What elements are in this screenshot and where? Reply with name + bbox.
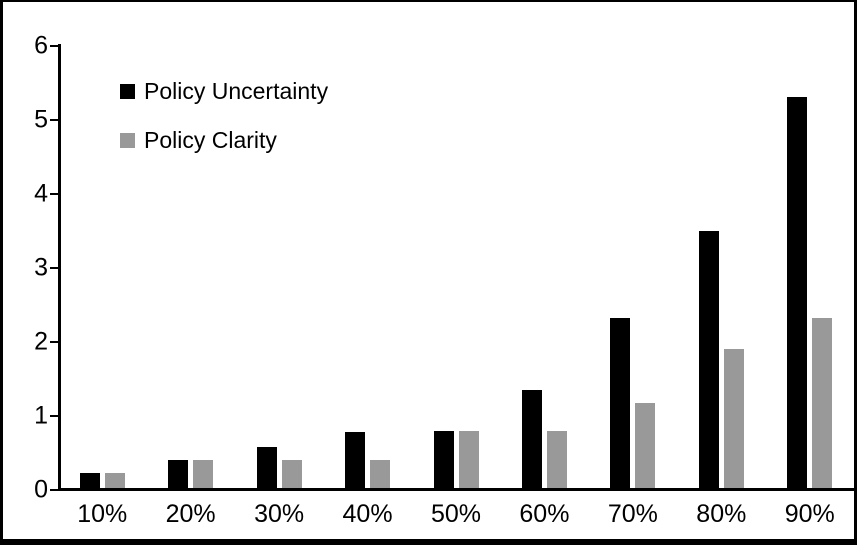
legend-item-policy-clarity: Policy Clarity: [120, 125, 328, 155]
y-axis-tick: [50, 44, 58, 47]
y-axis: [58, 44, 61, 491]
bar-policy-clarity-90%: [812, 318, 833, 488]
bar-policy-clarity-10%: [104, 473, 125, 488]
x-tick-label: 10%: [77, 500, 128, 528]
y-tick-label: 2: [34, 327, 48, 355]
bar-policy-uncertainty-80%: [698, 231, 719, 488]
legend-item-policy-uncertainty: Policy Uncertainty: [120, 76, 328, 106]
y-tick-label: 4: [34, 179, 48, 207]
x-tick-label: 70%: [607, 500, 658, 528]
legend-label-policy-clarity: Policy Clarity: [144, 126, 277, 153]
bar-policy-clarity-40%: [370, 460, 391, 488]
y-tick-label: 6: [34, 31, 48, 59]
x-tick-label: 50%: [430, 500, 482, 528]
x-axis: [58, 488, 854, 491]
y-tick-label: 0: [34, 475, 48, 503]
y-axis-tick: [50, 192, 58, 195]
y-axis-tick: [50, 266, 58, 269]
bar-policy-clarity-50%: [458, 431, 479, 488]
legend-swatch-icon: [120, 132, 135, 148]
bar-policy-uncertainty-20%: [168, 460, 189, 488]
bar-policy-uncertainty-50%: [433, 431, 454, 488]
bar-policy-uncertainty-70%: [610, 318, 631, 488]
bar-policy-uncertainty-40%: [345, 432, 366, 488]
y-axis-tick: [50, 414, 58, 417]
x-tick-label: 20%: [165, 500, 216, 528]
y-tick-label: 3: [34, 253, 48, 281]
bar-policy-clarity-80%: [723, 349, 744, 488]
bar-policy-clarity-20%: [193, 460, 214, 488]
x-tick-label: 60%: [519, 500, 570, 528]
x-tick-label: 30%: [254, 500, 305, 528]
bar-policy-uncertainty-30%: [256, 447, 277, 488]
bar-policy-uncertainty-90%: [787, 97, 808, 488]
y-tick-label: 1: [34, 401, 48, 429]
bar-policy-uncertainty-10%: [79, 473, 100, 488]
bar-policy-uncertainty-60%: [521, 390, 542, 488]
x-tick-label: 40%: [342, 500, 393, 528]
y-axis-tick: [50, 340, 58, 343]
bar-policy-clarity-30%: [281, 460, 302, 488]
y-tick-label: 5: [34, 105, 48, 133]
legend-swatch-icon: [120, 83, 135, 99]
legend-label-policy-uncertainty: Policy Uncertainty: [144, 77, 329, 104]
x-tick-label: 80%: [696, 500, 747, 528]
x-tick-label: 90%: [784, 500, 835, 528]
legend: Policy Uncertainty Policy Clarity: [120, 76, 328, 174]
y-axis-tick: [50, 488, 58, 491]
bar-policy-clarity-60%: [546, 431, 567, 488]
y-axis-tick: [50, 118, 58, 121]
bar-policy-clarity-70%: [635, 403, 656, 488]
